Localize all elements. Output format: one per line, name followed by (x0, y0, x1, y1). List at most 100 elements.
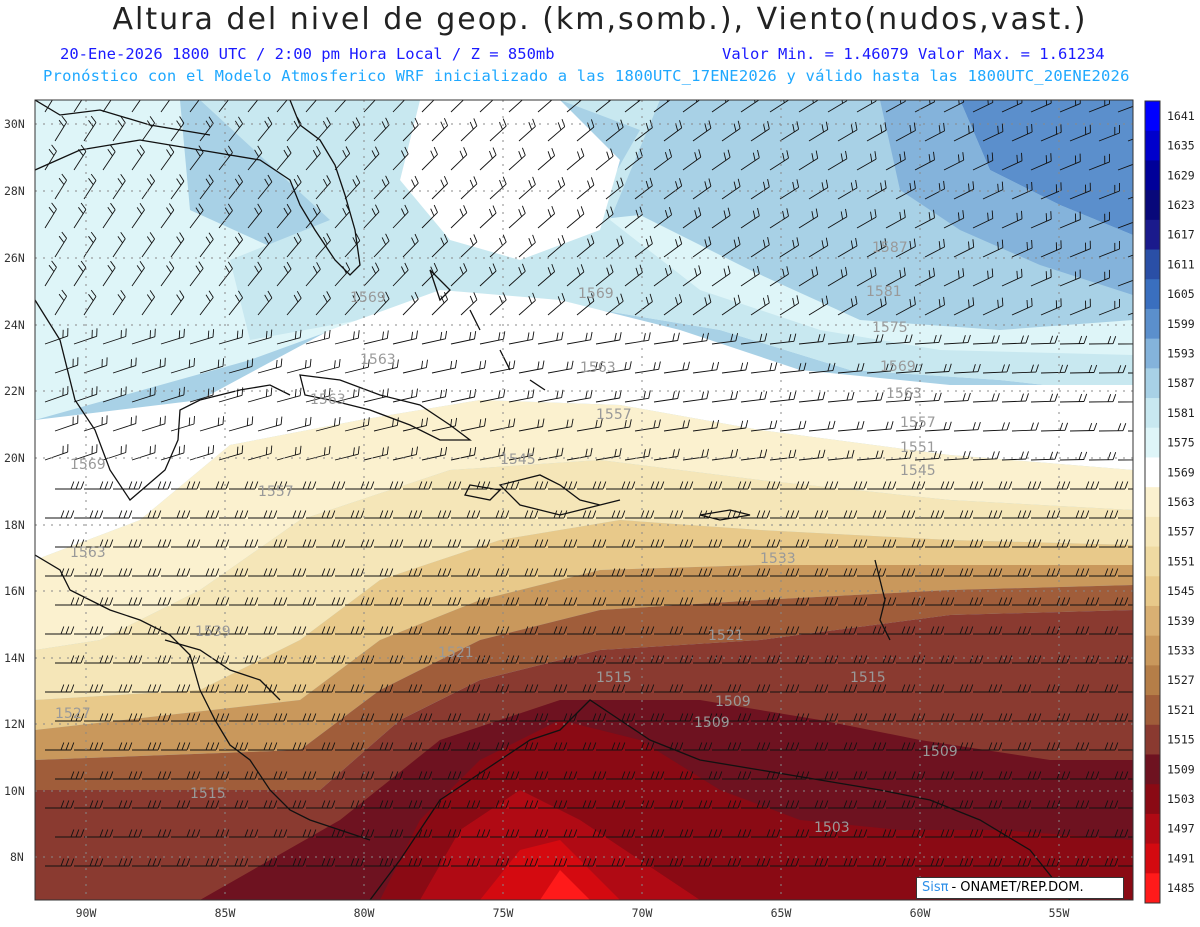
wind-barb-flag (935, 800, 940, 809)
wind-barb-flag (571, 360, 574, 369)
wind-barb-flag (408, 742, 413, 751)
wind-barb (479, 100, 494, 113)
wind-barb-flag (616, 122, 620, 131)
wind-barb-flag (884, 296, 887, 305)
wind-barb-flag (350, 684, 355, 693)
wind-barb-flag (913, 122, 916, 131)
wind-barb (334, 100, 347, 113)
wind-barb-flag (294, 331, 297, 340)
wind-barb-flag (123, 858, 128, 867)
wind-barb-flag (795, 771, 800, 780)
wind-barb (682, 456, 707, 461)
wind-barb-flag (997, 299, 999, 308)
wind-barb-flag (708, 829, 713, 838)
wind-barb-flag (157, 713, 162, 722)
wind-barb-flag (452, 771, 457, 780)
colorbar-label: 1557 (1167, 525, 1195, 539)
wind-barb-flag (527, 332, 530, 341)
wind-barb (131, 267, 145, 287)
wind-barb-flag (921, 597, 926, 606)
wind-barb-flag (457, 771, 462, 780)
wind-barb-flag (945, 771, 950, 780)
wind-barb-flag (843, 684, 848, 693)
wind-barb (286, 239, 302, 258)
wind-barb-flag (1090, 481, 1095, 490)
wind-barb-flag (341, 655, 346, 664)
wind-barb (276, 152, 292, 171)
wind-barb-flag (149, 116, 155, 124)
wind-barb-flag (557, 296, 562, 305)
wind-barb-flag (198, 203, 204, 211)
wind-barb-flag (561, 292, 566, 301)
wind-barb-flag (326, 117, 331, 125)
wind-barb-flag (811, 269, 814, 278)
wind-barb-flag (89, 684, 94, 693)
wind-barb-flag (1017, 626, 1022, 635)
lat-label: 24N (4, 318, 25, 332)
wind-barb-flag (950, 655, 955, 664)
wind-barb-flag (611, 858, 616, 867)
wind-barb-flag (964, 568, 969, 577)
wind-barb-flag (972, 239, 975, 248)
wind-barb-flag (309, 416, 312, 425)
wind-barb-flag (371, 266, 377, 274)
wind-barb (624, 339, 649, 345)
wind-barb-flag (385, 175, 390, 184)
wind-barb-flag (399, 597, 404, 606)
wind-barb-flag (1032, 597, 1037, 606)
wind-barb (866, 428, 891, 432)
wind-barb-flag (414, 117, 419, 126)
wind-barb-flag (418, 510, 423, 519)
wind-barb-flag (877, 510, 882, 519)
lat-label: 16N (4, 584, 25, 598)
wind-barb-flag (529, 742, 534, 751)
wind-barb-flag (1139, 859, 1142, 867)
wind-barb-flag (904, 450, 908, 459)
wind-barb (866, 370, 891, 374)
wind-barb-flag (502, 234, 507, 243)
wind-barb-flag (911, 858, 916, 867)
wind-barb (566, 213, 585, 229)
wind-barb-flag (138, 597, 143, 606)
wind-barb-flag (384, 800, 389, 809)
wind-barb-flag (486, 771, 491, 780)
wind-barb-flag (991, 152, 994, 161)
wind-barb-flag (447, 510, 452, 519)
wind-barb (44, 267, 57, 287)
wind-barb-flag (433, 262, 438, 271)
wind-barb-flag (331, 829, 336, 838)
wind-barb-flag (992, 100, 994, 103)
wind-barb-flag (761, 510, 766, 519)
wind-barb-flag (708, 742, 713, 751)
wind-barb-flag (495, 510, 500, 519)
wind-barb (373, 298, 390, 316)
wind-barb-flag (948, 363, 952, 372)
wind-barb-flag (217, 417, 220, 426)
wind-barb-flag (803, 420, 807, 429)
wind-barb (653, 100, 671, 113)
wind-barb (54, 296, 67, 316)
wind-barb-flag (909, 450, 913, 459)
wind-barb-flag (1104, 684, 1109, 693)
wind-barb-flag (848, 626, 853, 635)
wind-barb-flag (706, 448, 709, 457)
wind-barb-flag (418, 539, 423, 548)
wind-barb (257, 424, 282, 432)
wind-barb-flag (812, 100, 814, 104)
wind-barb-flag (444, 388, 448, 397)
wind-barb-flag (515, 597, 520, 606)
wind-barb-flag (341, 597, 346, 606)
wind-barb-flag (1001, 422, 1005, 431)
wind-barb-flag (331, 655, 336, 664)
wind-barb (576, 426, 601, 432)
wind-barb (576, 184, 595, 200)
wind-barb-flag (993, 568, 998, 577)
wind-barb-flag (1008, 713, 1013, 722)
wind-barb-flag (208, 174, 214, 182)
wind-barb (83, 180, 97, 200)
wind-barb-flag (901, 858, 906, 867)
contour-label: 1569 (350, 290, 386, 306)
wind-barb-flag (534, 742, 539, 751)
wind-barb-flag (312, 771, 317, 780)
wind-barb (1030, 400, 1056, 403)
